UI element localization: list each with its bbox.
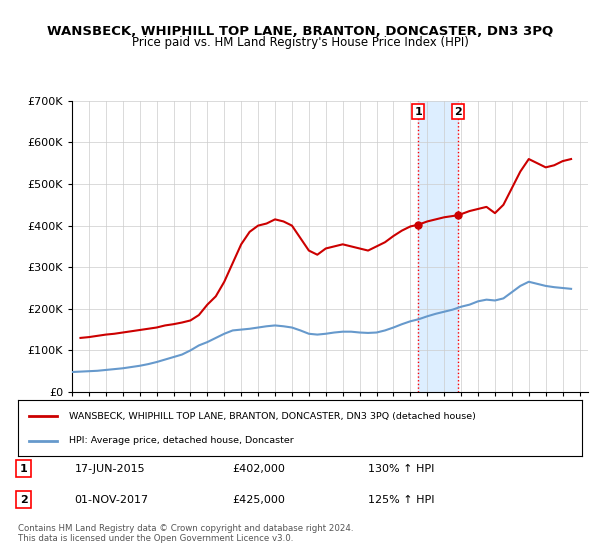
Text: 1: 1 [414,106,422,116]
Text: 125% ↑ HPI: 125% ↑ HPI [368,494,434,505]
Text: Price paid vs. HM Land Registry's House Price Index (HPI): Price paid vs. HM Land Registry's House … [131,36,469,49]
Text: 2: 2 [454,106,462,116]
Text: 2: 2 [20,494,28,505]
Text: Contains HM Land Registry data © Crown copyright and database right 2024.
This d: Contains HM Land Registry data © Crown c… [18,524,353,543]
Bar [418,101,458,392]
Text: WANSBECK, WHIPHILL TOP LANE, BRANTON, DONCASTER, DN3 3PQ (detached house): WANSBECK, WHIPHILL TOP LANE, BRANTON, DO… [69,412,476,421]
Text: 01-NOV-2017: 01-NOV-2017 [74,494,149,505]
Text: 17-JUN-2015: 17-JUN-2015 [74,464,145,474]
Text: 1: 1 [20,464,28,474]
Text: £402,000: £402,000 [232,464,285,474]
Text: HPI: Average price, detached house, Doncaster: HPI: Average price, detached house, Donc… [69,436,293,445]
Text: WANSBECK, WHIPHILL TOP LANE, BRANTON, DONCASTER, DN3 3PQ: WANSBECK, WHIPHILL TOP LANE, BRANTON, DO… [47,25,553,38]
Text: £425,000: £425,000 [232,494,285,505]
Text: 130% ↑ HPI: 130% ↑ HPI [368,464,434,474]
